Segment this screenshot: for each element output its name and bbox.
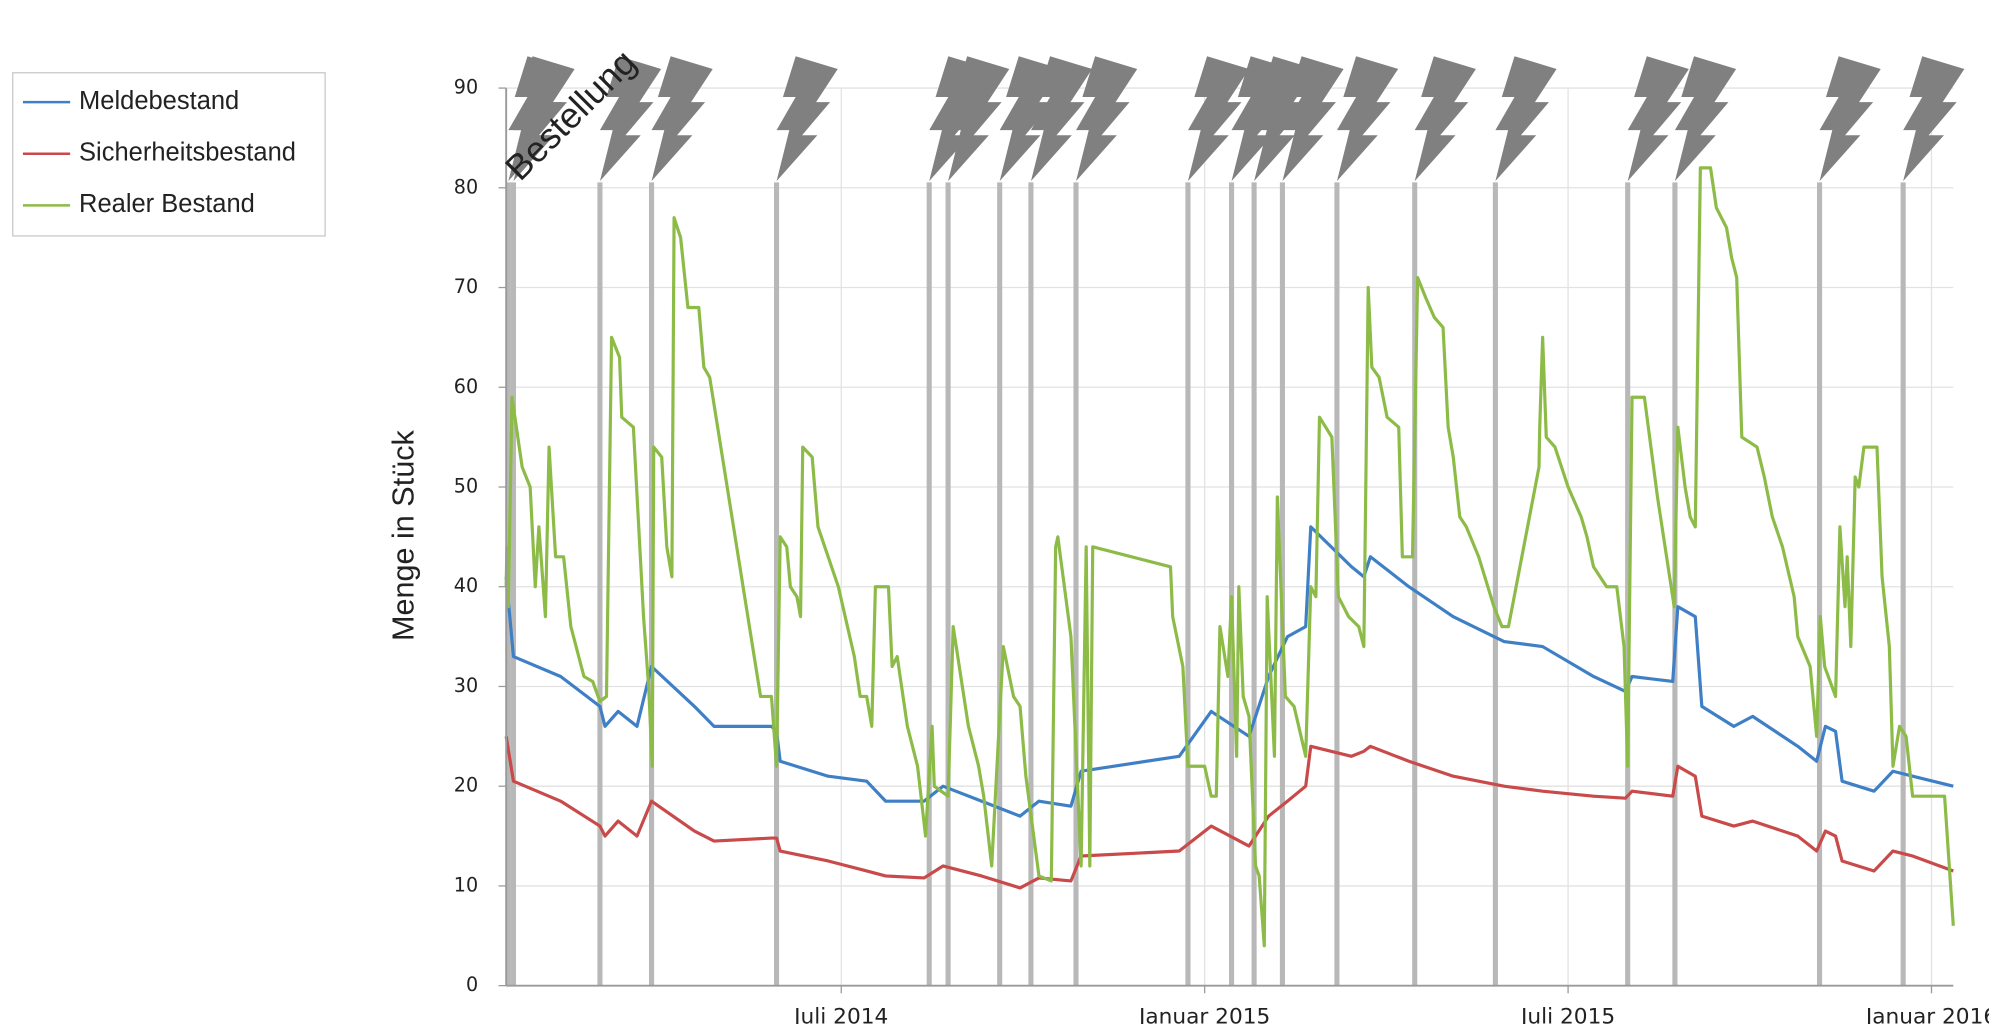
series-line <box>504 525 1954 818</box>
order-bolt <box>1819 56 1881 182</box>
y-tick-label: 90 <box>454 76 478 99</box>
order-bolt <box>776 56 838 182</box>
x-tick-label: Januar 2016 <box>1864 1005 1989 1024</box>
grid <box>498 87 1954 994</box>
series-line <box>504 166 1955 948</box>
x-tick-label: Januar 2015 <box>1137 1005 1270 1024</box>
y-tick-label: 40 <box>454 574 478 597</box>
order-bolt <box>1336 56 1399 182</box>
series-line <box>504 736 1954 890</box>
y-tick-label: 30 <box>454 674 478 697</box>
order-bolt <box>1076 56 1138 182</box>
y-tick-label: 0 <box>466 973 478 996</box>
legend-label: Meldebestand <box>79 87 239 115</box>
order-bolt <box>1030 56 1093 182</box>
y-tick-label: 20 <box>454 774 478 797</box>
order-bolt <box>1187 56 1250 182</box>
order-bolt <box>1674 56 1737 182</box>
order-bolt <box>1414 56 1476 182</box>
order-bolt <box>1282 56 1344 182</box>
y-tick-label: 10 <box>454 873 478 896</box>
y-axis-title: Menge in Stück <box>387 429 421 640</box>
order-bolt <box>1627 56 1689 182</box>
order-bolt <box>651 56 713 182</box>
x-tick-label: Juli 2014 <box>792 1005 888 1024</box>
orders <box>505 56 1965 986</box>
order-bolt <box>1903 56 1965 182</box>
y-tick-label: 80 <box>454 175 478 198</box>
legend-label: Realer Bestand <box>79 190 255 218</box>
legend: Meldebestand Sicherheitsbestand Realer Bes… <box>22 87 296 218</box>
x-tick-label: Juli 2015 <box>1519 1005 1615 1024</box>
order-bolt <box>1495 56 1557 182</box>
order-bolt <box>599 56 662 182</box>
y-tick-label: 60 <box>454 375 478 398</box>
y-tick-label: 50 <box>454 474 478 497</box>
y-tick-label: 70 <box>454 275 478 298</box>
order-bolt <box>513 56 575 182</box>
order-bolt <box>948 56 1010 182</box>
lines <box>504 166 1955 948</box>
legend-label: Sicherheitsbestand <box>79 138 296 166</box>
